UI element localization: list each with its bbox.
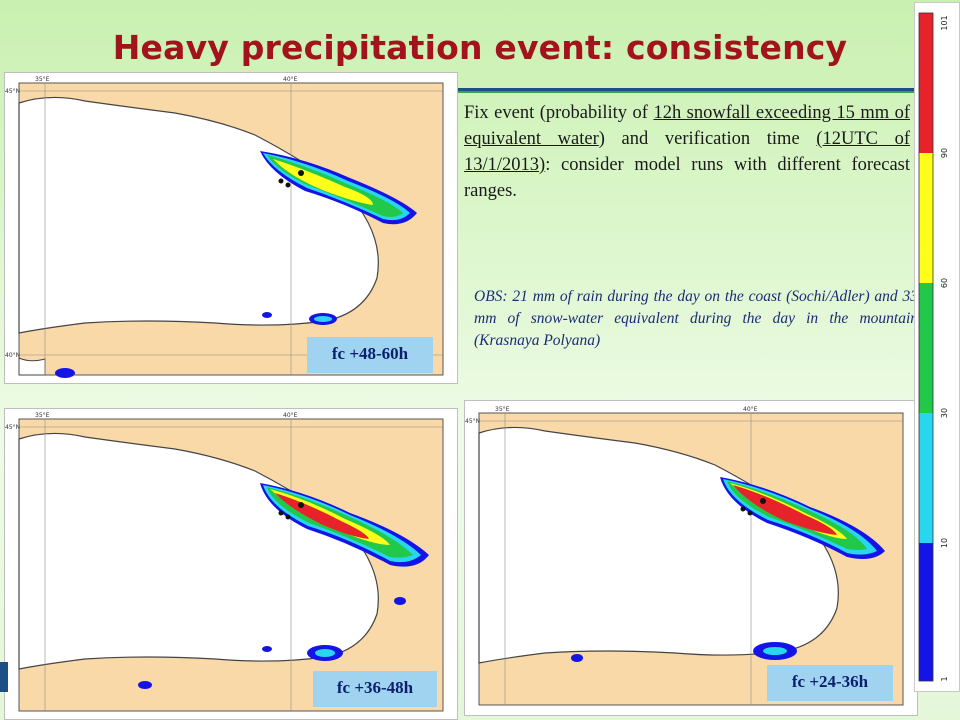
forecast-map-48-60h: 35°E 40°E 45°N 40°N fc +48-60h xyxy=(4,72,458,384)
lat-label-top: 45°N xyxy=(5,88,20,95)
forecast-map-36-48h: 35°E 40°E 45°N fc +36-48h xyxy=(4,408,458,720)
description-text-1: Fix event (probability of xyxy=(464,103,654,123)
lat-label-bottom: 40°N xyxy=(5,352,20,359)
colorbar-svg: 101 90 60 30 10 1 xyxy=(918,12,949,682)
colorbar-tick: 1 xyxy=(940,676,949,681)
observation-note: OBS: 21 mm of rain during the day on the… xyxy=(474,288,918,349)
slide-title: Heavy precipitation event: consistency xyxy=(112,28,848,67)
event-description: Fix event (probability of 12h snowfall e… xyxy=(464,100,910,204)
description-text-2: ) and verification time xyxy=(598,129,817,149)
lon-label-right: 40°E xyxy=(283,76,298,83)
lon-label-left: 35°E xyxy=(35,412,50,419)
description-text-3: : consider model runs with different for… xyxy=(464,155,910,201)
description-verification-time: (12UTC of 13/1/2013) xyxy=(464,129,910,175)
forecast-map-24-36h: 35°E 40°E 45°N fc +24-36h xyxy=(464,400,918,716)
lon-label-left: 35°E xyxy=(495,406,510,413)
forecast-range-label: fc +24-36h xyxy=(767,665,893,701)
footer-accent xyxy=(0,662,8,692)
colorbar-tick: 10 xyxy=(940,538,949,548)
colorbar-band-90-101 xyxy=(919,13,933,153)
colorbar-tick: 60 xyxy=(940,278,949,288)
lon-label-right: 40°E xyxy=(743,406,758,413)
colorbar-band-30-60 xyxy=(919,283,933,413)
colorbar-tick: 101 xyxy=(940,15,949,30)
colorbar-tick: 90 xyxy=(940,148,949,158)
map-48-60h-svg: 35°E 40°E 45°N 40°N xyxy=(5,76,444,378)
description-event-definition: 12h snowfall exceeding 15 mm of equivale… xyxy=(464,103,910,149)
lon-label-left: 35°E xyxy=(35,76,50,83)
probability-colorbar: 101 90 60 30 10 1 xyxy=(914,2,960,692)
lon-label-right: 40°E xyxy=(283,412,298,419)
map-24-36h-svg: 35°E 40°E 45°N xyxy=(465,406,904,706)
forecast-range-label: fc +48-60h xyxy=(307,337,433,373)
map-36-48h-svg: 35°E 40°E 45°N xyxy=(5,412,444,712)
colorbar-band-10-30 xyxy=(919,413,933,543)
lat-label-top: 45°N xyxy=(465,418,480,425)
lat-label-top: 45°N xyxy=(5,424,20,431)
title-underline xyxy=(440,88,920,93)
forecast-range-label: fc +36-48h xyxy=(313,671,437,707)
colorbar-tick: 30 xyxy=(940,408,949,418)
colorbar-band-1-10 xyxy=(919,543,933,681)
colorbar-band-60-90 xyxy=(919,153,933,283)
